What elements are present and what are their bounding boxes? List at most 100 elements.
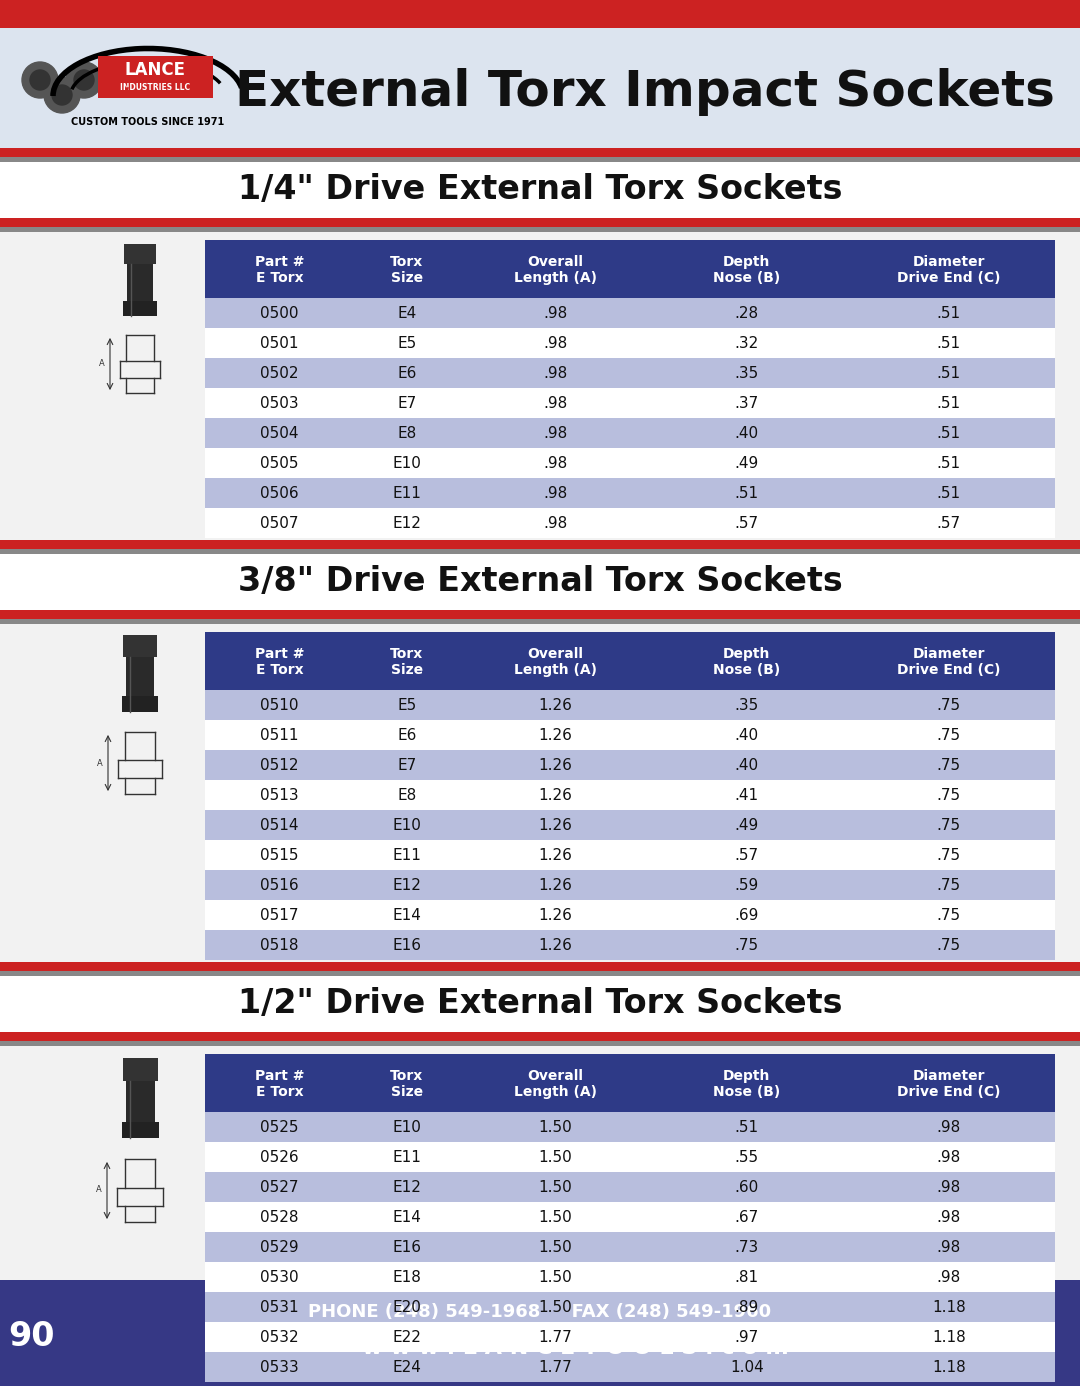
Text: 90: 90	[9, 1319, 55, 1353]
Text: .57: .57	[734, 516, 759, 531]
Bar	[205, 358, 1055, 388]
Text: 1.18: 1.18	[932, 1329, 966, 1344]
Text: Nose (B): Nose (B)	[713, 1085, 781, 1099]
Text: .98: .98	[543, 456, 568, 470]
Text: E10: E10	[392, 456, 421, 470]
Bar	[205, 840, 1055, 870]
Text: E18: E18	[392, 1270, 421, 1285]
Text: 0506: 0506	[260, 485, 299, 500]
Text: .75: .75	[936, 758, 961, 772]
Text: 1.26: 1.26	[539, 758, 572, 772]
Text: Overall: Overall	[528, 647, 583, 661]
Text: E16: E16	[392, 937, 421, 952]
Text: .98: .98	[543, 485, 568, 500]
Text: PHONE (248) 549-1968     FAX (248) 549-1960: PHONE (248) 549-1968 FAX (248) 549-1960	[309, 1303, 771, 1321]
Text: 1.50: 1.50	[539, 1210, 572, 1224]
Text: A: A	[97, 758, 103, 768]
Bar	[126, 657, 154, 712]
Bar	[205, 448, 1055, 478]
Bar	[205, 719, 1055, 750]
Text: 1.26: 1.26	[539, 877, 572, 893]
Bar	[205, 1351, 1055, 1382]
Text: .75: .75	[936, 877, 961, 893]
Bar	[124, 244, 156, 263]
Text: .98: .98	[543, 426, 568, 441]
Text: .98: .98	[543, 305, 568, 320]
Text: E7: E7	[397, 758, 417, 772]
Text: Nose (B): Nose (B)	[713, 663, 781, 676]
Text: L: L	[102, 62, 132, 104]
Text: E6: E6	[397, 366, 417, 381]
Bar	[205, 419, 1055, 448]
Bar	[205, 1112, 1055, 1142]
Bar	[0, 157, 1080, 162]
Text: E5: E5	[397, 697, 417, 712]
Text: Part #: Part #	[255, 255, 305, 269]
Bar	[205, 750, 1055, 780]
Text: 1.26: 1.26	[539, 787, 572, 802]
Text: .40: .40	[734, 426, 759, 441]
Bar	[0, 976, 1080, 1033]
Text: A: A	[99, 359, 105, 369]
Text: .97: .97	[734, 1329, 759, 1344]
Bar	[205, 1053, 1055, 1112]
Bar	[205, 328, 1055, 358]
Text: Torx: Torx	[390, 647, 423, 661]
Text: Depth: Depth	[724, 255, 770, 269]
Text: .98: .98	[936, 1239, 961, 1254]
Text: 1.77: 1.77	[539, 1360, 572, 1375]
Bar	[205, 478, 1055, 509]
Text: 0531: 0531	[260, 1300, 299, 1314]
Text: E14: E14	[392, 908, 421, 923]
Text: 0513: 0513	[260, 787, 299, 802]
Text: E11: E11	[392, 847, 421, 862]
Text: .32: .32	[734, 335, 759, 351]
Text: 1.50: 1.50	[539, 1149, 572, 1164]
Text: 0500: 0500	[260, 305, 299, 320]
Bar	[205, 1322, 1055, 1351]
Circle shape	[30, 71, 50, 90]
Text: Diameter: Diameter	[913, 647, 985, 661]
Text: 0511: 0511	[260, 728, 299, 743]
Text: Depth: Depth	[724, 1069, 770, 1082]
Bar	[205, 690, 1055, 719]
Text: .51: .51	[936, 426, 961, 441]
Text: .75: .75	[734, 937, 759, 952]
Text: 0501: 0501	[260, 335, 299, 351]
Text: E24: E24	[392, 1360, 421, 1375]
Text: E5: E5	[397, 335, 417, 351]
Text: 1.50: 1.50	[539, 1270, 572, 1285]
Text: .75: .75	[936, 847, 961, 862]
Text: E12: E12	[392, 1179, 421, 1195]
Bar	[205, 509, 1055, 538]
Text: Diameter: Diameter	[913, 1069, 985, 1082]
Text: 1.77: 1.77	[539, 1329, 572, 1344]
Bar	[0, 227, 1080, 231]
Text: E22: E22	[392, 1329, 421, 1344]
Text: 1.26: 1.26	[539, 697, 572, 712]
Bar	[205, 1292, 1055, 1322]
Text: .98: .98	[543, 366, 568, 381]
Text: 1.26: 1.26	[539, 818, 572, 833]
Text: 1.50: 1.50	[539, 1300, 572, 1314]
Text: E12: E12	[392, 877, 421, 893]
Text: E12: E12	[392, 516, 421, 531]
Text: 1.50: 1.50	[539, 1239, 572, 1254]
Bar	[123, 1058, 158, 1081]
Bar	[0, 1046, 1080, 1385]
Text: .41: .41	[734, 787, 759, 802]
Text: .98: .98	[543, 516, 568, 531]
Text: .69: .69	[734, 908, 759, 923]
Text: E16: E16	[392, 1239, 421, 1254]
Text: E11: E11	[392, 485, 421, 500]
Text: .89: .89	[734, 1300, 759, 1314]
Bar	[205, 1263, 1055, 1292]
Text: LANCE: LANCE	[124, 61, 186, 79]
Bar	[205, 1173, 1055, 1202]
Text: Overall: Overall	[528, 1069, 583, 1082]
Text: .59: .59	[734, 877, 759, 893]
Text: Drive End (C): Drive End (C)	[897, 663, 1000, 676]
Text: E11: E11	[392, 1149, 421, 1164]
Bar	[0, 231, 1080, 541]
Text: .75: .75	[936, 818, 961, 833]
